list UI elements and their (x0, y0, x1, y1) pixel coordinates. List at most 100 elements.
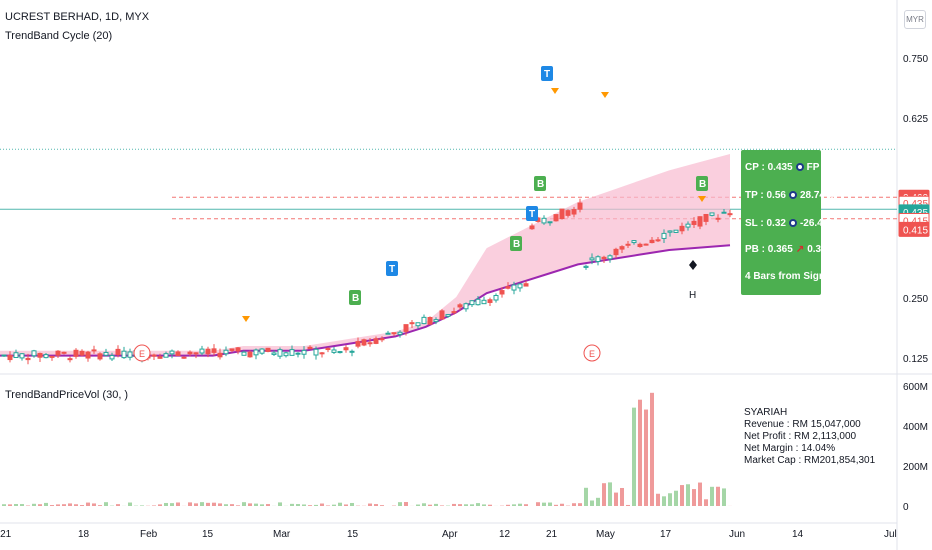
candle-body (31, 350, 37, 357)
time-tick-label: 2021 (0, 529, 12, 540)
candle-body (217, 352, 223, 358)
target-dot-icon (788, 219, 797, 228)
price-tick-label: 0.750 (903, 54, 928, 65)
volume-bar (116, 504, 120, 506)
volume-bar (554, 504, 558, 506)
candle-body (151, 354, 157, 357)
time-tick-label: 15 (202, 529, 214, 540)
candle-body (715, 217, 721, 220)
volume-bar (278, 502, 282, 506)
candle-body (721, 211, 727, 214)
candle-body (499, 290, 505, 295)
candle-body (613, 248, 619, 256)
volume-bar (518, 503, 522, 506)
volume-bar (548, 502, 552, 506)
volume-bar (458, 504, 462, 506)
volume-bar (8, 504, 12, 506)
price-tick-label: 0.625 (903, 114, 928, 125)
volume-bar (314, 504, 318, 506)
volume-bar (428, 504, 432, 506)
candle-body (271, 352, 277, 355)
candle-body (325, 348, 331, 351)
candle-body (445, 314, 451, 317)
indicator-title[interactable]: TrendBand Cycle (20) (5, 30, 113, 42)
buy-marker-bg (696, 176, 708, 191)
candle-body (283, 352, 289, 357)
volume-bar (56, 504, 60, 506)
volume-bar (692, 489, 696, 506)
time-tick-label: Jun (729, 529, 745, 540)
volume-bar (218, 503, 222, 506)
volume-bar (332, 504, 336, 506)
volume-indicator-title[interactable]: TrendBandPriceVol (30, ) (5, 389, 129, 401)
volume-bar (230, 504, 234, 506)
candle-body (337, 351, 343, 354)
candle-body (289, 349, 295, 356)
candle-body (511, 284, 517, 291)
candle-body (115, 348, 121, 356)
candle-body (367, 342, 373, 345)
buy-marker-text: B (537, 179, 544, 190)
volume-bar (638, 399, 642, 506)
candle-body (253, 349, 259, 356)
volume-bar (416, 504, 420, 506)
volume-bar (620, 487, 624, 506)
volume-bar (302, 504, 306, 506)
sl-pct: -26.44% (799, 218, 838, 229)
trend-band-fill (0, 154, 730, 356)
candle-body (19, 353, 25, 359)
candle-body (619, 246, 625, 250)
candle-body (595, 256, 601, 263)
volume-bar (584, 487, 588, 506)
volume-bar (656, 493, 660, 506)
price-tick-label: 0.250 (903, 294, 928, 305)
currency-badge[interactable]: MYR (904, 10, 926, 29)
volume-tick-label: 0 (903, 502, 909, 513)
signal-panel: CP : 0.435 FP : 0% TP : 0.56 28.74% SL : 0… (741, 150, 843, 295)
diamond-marker (689, 260, 697, 270)
volume-bar (152, 505, 156, 506)
volume-bar (422, 503, 426, 506)
volume-bar (68, 503, 72, 506)
candle-body (187, 351, 193, 355)
candle-body (667, 230, 673, 233)
candle-body (685, 223, 691, 228)
candle-body (727, 213, 733, 216)
volume-tick-label: 400M (903, 422, 928, 433)
candle-body (505, 286, 511, 289)
tp-marker-bg (386, 261, 398, 276)
candle-body (673, 229, 679, 233)
pin-icon: ↗ (795, 244, 805, 255)
volume-bar (572, 503, 576, 506)
candle-body (571, 209, 577, 215)
candle-body (421, 316, 427, 325)
candle-body (637, 243, 643, 247)
candle-body (61, 351, 67, 354)
candle-body (193, 352, 199, 355)
candle-body (241, 351, 247, 356)
volume-bar (308, 505, 312, 506)
volume-bar (206, 502, 210, 506)
target-dot-icon (795, 163, 804, 172)
earnings-marker-text: E (139, 349, 145, 359)
tp-marker-text: T (529, 209, 535, 220)
pb-target: 0.395 (807, 244, 833, 255)
candle-body (199, 348, 205, 354)
candle-body (475, 298, 481, 306)
buy-marker-bg (534, 176, 546, 191)
candle-body (457, 304, 463, 308)
volume-bar (200, 502, 204, 506)
chart-title: UCREST BERHAD, 1D, MYX (5, 11, 150, 23)
candle-body (79, 350, 85, 356)
buy-marker-bg (510, 236, 522, 251)
volume-bar (80, 505, 84, 506)
candle-body (295, 352, 301, 355)
candle-body (73, 349, 79, 357)
candle-body (481, 299, 487, 305)
candle-body (229, 348, 235, 351)
candle-body (541, 217, 547, 224)
down-arrow-marker (551, 88, 559, 94)
volume-bar (212, 502, 216, 506)
candle-body (109, 355, 115, 360)
